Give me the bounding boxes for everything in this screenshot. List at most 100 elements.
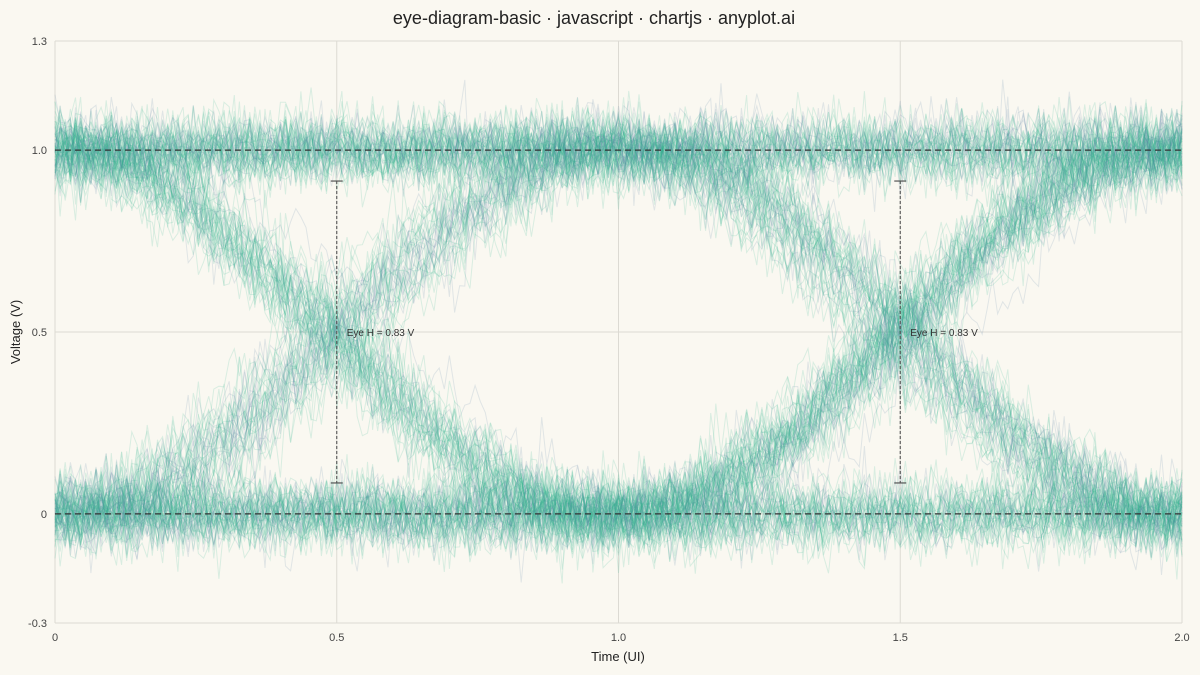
waveform-trace — [54, 96, 1183, 534]
waveform-trace — [54, 119, 1183, 559]
waveform-trace — [54, 96, 1183, 561]
waveform-trace — [54, 475, 1183, 568]
waveform-trace — [54, 132, 1183, 556]
waveform-trace — [54, 105, 1183, 547]
waveform-trace — [54, 437, 1183, 556]
axis-tick-labels: 0 0.5 1.0 1.5 2.0 -0.3 0 0.5 1.0 1.3 — [28, 36, 1190, 644]
waveform-trace — [54, 94, 1183, 551]
waveform-trace — [54, 110, 1183, 549]
waveform-trace — [54, 121, 1183, 555]
eye-height-annotations: Eye H = 0.83 V Eye H = 0.83 V — [330, 180, 978, 484]
waveform-trace — [54, 461, 1183, 572]
eye-height-label: Eye H = 0.83 V — [910, 328, 978, 339]
waveform-trace — [54, 445, 1183, 569]
waveform-trace — [54, 115, 1183, 546]
waveform-trace — [54, 104, 1183, 205]
waveform-trace — [54, 129, 1183, 569]
waveform-trace — [54, 123, 1183, 559]
waveform-trace — [54, 135, 1183, 569]
waveform-trace — [54, 131, 1183, 554]
waveform-trace — [54, 106, 1183, 579]
y-axis-label: Voltage (V) — [8, 300, 23, 364]
waveform-trace — [54, 121, 1183, 557]
waveform-trace — [54, 112, 1183, 542]
waveform-trace — [54, 133, 1183, 553]
waveform-trace — [54, 481, 1183, 568]
waveform-trace — [54, 97, 1183, 539]
waveform-trace — [54, 115, 1183, 550]
waveform-trace — [54, 105, 1183, 512]
y-tick-label: 1.0 — [32, 145, 47, 157]
waveform-trace — [54, 123, 1183, 545]
waveform-trace — [54, 108, 1183, 221]
waveform-trace — [54, 91, 1183, 548]
waveform-trace — [54, 123, 1183, 541]
waveform-trace — [54, 138, 1183, 558]
waveform-trace — [54, 95, 1183, 539]
waveform-trace — [54, 130, 1183, 564]
waveform-trace — [54, 79, 1183, 528]
waveform-trace — [54, 100, 1183, 185]
waveform-trace — [54, 104, 1183, 542]
waveform-trace — [54, 122, 1183, 554]
y-tick-label: 0 — [41, 509, 47, 521]
waveform-trace — [54, 107, 1183, 526]
waveform-trace — [54, 142, 1183, 564]
waveform-trace — [54, 109, 1183, 548]
waveform-trace — [54, 116, 1183, 538]
waveform-trace — [54, 107, 1183, 208]
x-tick-label: 1.5 — [893, 632, 908, 644]
waveform-trace — [54, 461, 1183, 558]
waveform-trace — [54, 461, 1183, 583]
chart-title: eye-diagram-basic · javascript · chartjs… — [393, 8, 795, 28]
waveform-trace — [54, 101, 1183, 559]
waveform-trace — [54, 118, 1183, 558]
waveform-trace — [54, 100, 1183, 566]
waveform-trace — [54, 133, 1183, 568]
waveform-trace — [54, 101, 1183, 541]
waveform-trace — [54, 98, 1183, 540]
waveform-trace — [54, 119, 1183, 550]
x-tick-label: 0.5 — [329, 632, 344, 644]
waveform-trace — [54, 100, 1183, 541]
waveform-trace — [54, 97, 1183, 203]
waveform-trace — [54, 109, 1183, 573]
waveform-trace — [54, 104, 1183, 534]
waveform-trace — [54, 101, 1183, 559]
waveform-trace — [54, 464, 1183, 557]
waveform-trace — [54, 122, 1183, 544]
waveform-trace — [54, 127, 1183, 537]
waveform-trace — [54, 113, 1183, 560]
waveform-trace — [54, 128, 1183, 559]
eye-height-label: Eye H = 0.83 V — [347, 328, 415, 339]
waveform-trace — [54, 111, 1183, 545]
waveform-trace — [54, 124, 1183, 567]
waveform-trace — [54, 442, 1183, 553]
waveform-trace — [54, 468, 1183, 558]
waveform-trace — [54, 98, 1183, 200]
waveform-trace — [54, 115, 1183, 546]
waveform-trace — [54, 106, 1183, 199]
waveform-trace — [54, 109, 1183, 545]
waveform-trace — [54, 119, 1183, 556]
waveform-trace — [54, 121, 1183, 549]
waveform-trace — [54, 146, 1183, 552]
waveform-trace — [54, 472, 1183, 574]
waveform-trace — [54, 468, 1183, 571]
waveform-trace — [54, 468, 1183, 567]
waveform-trace — [54, 97, 1183, 519]
waveform-trace — [54, 136, 1183, 554]
waveform-trace — [54, 114, 1183, 533]
waveform-trace — [54, 150, 1183, 584]
waveform-trace — [54, 106, 1183, 580]
waveform-trace — [54, 96, 1183, 547]
waveform-trace — [54, 104, 1183, 548]
waveform-trace — [54, 87, 1183, 195]
waveform-trace — [54, 139, 1183, 561]
x-tick-label: 2.0 — [1174, 632, 1189, 644]
waveform-trace — [54, 100, 1183, 527]
x-axis-label: Time (UI) — [591, 649, 645, 664]
waveform-trace — [54, 126, 1183, 551]
waveform-trace — [54, 118, 1183, 561]
